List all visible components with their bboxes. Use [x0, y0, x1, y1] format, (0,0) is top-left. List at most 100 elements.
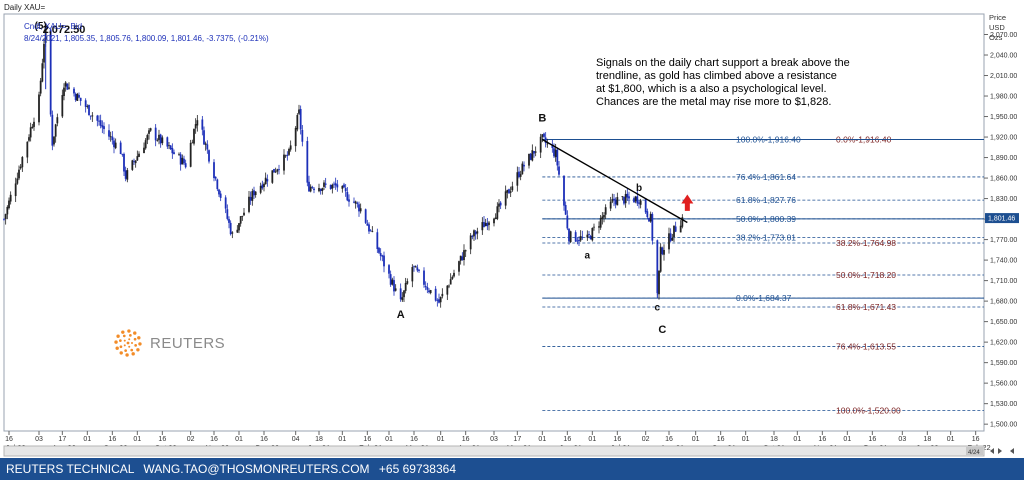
wave-label: b — [636, 183, 642, 194]
candle-body — [276, 169, 279, 172]
candle-body — [8, 200, 10, 209]
candle-body — [111, 136, 114, 141]
candle-body — [389, 274, 392, 285]
scrollbar-track[interactable] — [3, 445, 985, 457]
candle-body — [624, 193, 627, 204]
candle-body — [324, 183, 327, 185]
candle-body — [494, 217, 497, 220]
candle-body — [254, 191, 257, 195]
candle-body — [329, 184, 332, 190]
candle-body — [391, 279, 394, 285]
footer-email[interactable]: WANG.TAO@THOSMONREUTERS.COM — [143, 462, 370, 476]
candle-body — [263, 183, 265, 187]
price-tick-label: 1,740.00 — [990, 258, 1017, 265]
candle-body — [613, 198, 615, 201]
candle-body — [586, 234, 589, 238]
reuters-logo: REUTERS — [110, 324, 225, 362]
candle-body — [469, 235, 472, 250]
wave-label: (5) — [35, 21, 47, 32]
scrollbar-thumb[interactable] — [966, 447, 983, 455]
candle-body — [378, 247, 380, 253]
candle-body — [299, 108, 302, 130]
candle-body — [448, 285, 450, 287]
day-tick-label: 03 — [35, 436, 43, 443]
candle-body — [364, 209, 367, 223]
candle-body — [394, 288, 397, 291]
price-tick-label: 2,010.00 — [990, 73, 1017, 80]
candle-body — [634, 196, 637, 202]
candle-body — [28, 137, 30, 141]
candle-body — [78, 95, 80, 98]
candle-body — [21, 157, 24, 168]
horizontal-scrollbar[interactable]: 4/24 — [3, 445, 1014, 457]
trendline-group — [541, 138, 694, 224]
candle-body — [379, 253, 382, 256]
candle-body — [504, 191, 507, 206]
candle-body — [88, 104, 90, 116]
wave-label: a — [585, 251, 591, 262]
candle-body — [51, 114, 54, 146]
candle-body — [236, 229, 239, 233]
candle-body — [368, 224, 370, 232]
candle-body — [551, 144, 554, 148]
candle-body — [406, 281, 409, 284]
price-tick-label: 1,830.00 — [990, 196, 1017, 203]
candle-body — [668, 233, 670, 250]
candle-body — [113, 140, 115, 148]
candle-body — [149, 128, 152, 131]
logo-dot — [114, 340, 118, 344]
breakout-arrow-icon — [681, 194, 694, 204]
candle-body — [101, 125, 104, 128]
fibonacci-levels: 100.0%-1,916.4076.4%-1,861.6461.8%-1,827… — [542, 135, 984, 415]
last-price-marker: 1,801.46 — [985, 213, 1019, 224]
candle-body — [171, 147, 174, 154]
candle-body — [474, 231, 477, 235]
candle-body — [563, 175, 565, 206]
price-tick-label: 1,530.00 — [990, 401, 1017, 408]
logo-dot — [119, 351, 123, 355]
candle-body — [193, 128, 195, 144]
logo-dot — [126, 341, 130, 345]
candle-body — [381, 255, 384, 257]
logo-dot — [128, 338, 131, 341]
day-tick-label: 16 — [563, 436, 571, 443]
candle-body — [76, 93, 79, 102]
candle-body — [481, 222, 484, 231]
day-tick-label: 16 — [717, 436, 725, 443]
candle-body — [259, 185, 262, 193]
candle-body — [4, 214, 7, 220]
day-tick-label: 16 — [972, 436, 980, 443]
candle-body — [9, 194, 12, 202]
candle-body — [19, 166, 22, 169]
candle-body — [286, 154, 289, 156]
scroll-left-icon[interactable] — [990, 448, 994, 454]
candle-body — [679, 225, 682, 233]
fib-secondary-label: 38.2%-1,764.98 — [836, 238, 896, 248]
day-tick-label: 18 — [770, 436, 778, 443]
commentary-box: Signals on the daily chart support a bre… — [596, 57, 850, 108]
candle-body — [201, 119, 204, 130]
logo-dot — [123, 344, 126, 347]
candle-body — [296, 115, 299, 130]
candle-body — [599, 217, 602, 228]
candle-body — [473, 230, 475, 237]
candle-body — [344, 188, 347, 192]
candle-body — [464, 250, 467, 252]
candle-body — [274, 171, 277, 173]
candle-body — [173, 152, 175, 155]
instrument-label: Cndl, XAU=, Bid — [24, 22, 82, 31]
candlesticks — [3, 23, 684, 308]
candle-body — [308, 181, 310, 192]
candle-body — [546, 143, 549, 145]
candle-body — [91, 115, 94, 117]
candle-body — [213, 162, 215, 179]
candle-body — [436, 299, 439, 301]
scroll-right-icon[interactable] — [998, 448, 1002, 454]
candle-body — [566, 215, 569, 229]
price-tick-label: 1,500.00 — [990, 422, 1017, 429]
scroll-end-icon[interactable] — [1010, 448, 1014, 454]
logo-dot — [133, 331, 137, 335]
candle-body — [568, 228, 570, 242]
candle-body — [578, 239, 580, 242]
candle-body — [73, 88, 75, 94]
